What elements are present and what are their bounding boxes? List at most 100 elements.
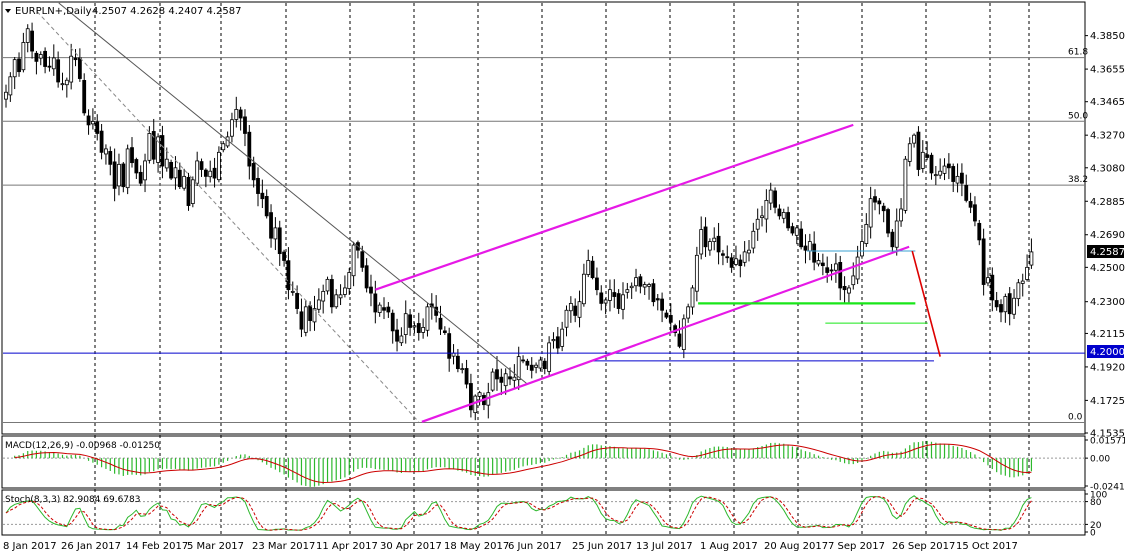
candle-body [634, 277, 638, 287]
candle-body [595, 277, 599, 291]
candle-body [886, 209, 890, 234]
candle-body [199, 161, 204, 170]
dropdown-arrow-icon[interactable] [5, 9, 11, 13]
candle-body [964, 185, 969, 201]
candle-body [564, 309, 569, 328]
fib-level-label: 61.8 [1068, 48, 1088, 58]
candle-body [621, 294, 625, 310]
candle-body [686, 306, 691, 319]
candle-body [907, 143, 912, 162]
candle-body [447, 333, 452, 359]
candle-body [190, 179, 195, 204]
candle-body [799, 228, 804, 248]
candle-body [916, 131, 921, 170]
candle-body [894, 220, 899, 248]
candle-body [807, 241, 812, 252]
candle-body [277, 227, 282, 255]
candle-body [412, 325, 417, 328]
candle-body [117, 163, 121, 187]
candle-body [742, 251, 747, 263]
candle-body [238, 109, 243, 119]
candle-body [820, 262, 825, 267]
macd-signal-line [14, 443, 1032, 484]
stoch-k-line [5, 495, 1032, 531]
candle-body [612, 292, 617, 297]
candle-body [642, 284, 647, 288]
candle-body [590, 260, 595, 279]
candle-body [490, 371, 495, 391]
candle-body [143, 160, 147, 181]
candle-body [408, 314, 412, 328]
candle-body [542, 360, 547, 370]
candle-body [790, 226, 795, 234]
candle-body [734, 258, 738, 265]
candle-body [973, 204, 977, 222]
x-tick-label: 14 Feb 2017 [126, 541, 188, 552]
y-tick-label: 4.2690 [1090, 230, 1125, 241]
stoch-tick-label: 100 [1090, 491, 1107, 501]
candle-body [986, 277, 990, 284]
candle-body [933, 174, 938, 177]
candle-body [977, 222, 982, 241]
candle-body [712, 237, 717, 242]
candle-body [503, 373, 508, 387]
candle-body [942, 165, 947, 174]
candle-body [903, 158, 908, 211]
candle-body [308, 305, 313, 321]
candle-body [56, 59, 61, 83]
candle-body [616, 293, 621, 309]
candle-body [929, 154, 934, 174]
candle-body [833, 263, 838, 271]
forecast-arrow-line [911, 250, 941, 357]
y-tick-label: 4.2885 [1090, 197, 1125, 208]
candle-body [177, 169, 182, 188]
candle-body [573, 305, 578, 316]
candle-body [473, 395, 478, 414]
candle-body [555, 336, 560, 349]
candle-body [347, 272, 352, 290]
candle-body [699, 229, 704, 255]
y-tick-label: 4.2115 [1090, 329, 1125, 340]
y-tick-label: 4.3080 [1090, 163, 1125, 174]
candlesticks [4, 22, 1034, 421]
candle-body [421, 327, 426, 333]
grid-lines [94, 3, 1030, 535]
candle-body [968, 201, 973, 208]
candle-body [581, 273, 586, 305]
candle-body [260, 192, 265, 200]
candle-body [773, 190, 777, 208]
candle-body [660, 298, 664, 311]
candle-body [104, 148, 108, 155]
candle-body [282, 251, 286, 261]
candle-body [638, 276, 643, 287]
candle-body [108, 151, 113, 165]
candle-body [247, 131, 252, 167]
candle-body [21, 42, 26, 71]
candle-body [707, 241, 712, 251]
fib-level-label: 38.2 [1068, 175, 1088, 185]
x-tick-label: 26 Sep 2017 [892, 541, 955, 552]
candle-body [455, 355, 460, 370]
candle-body [690, 287, 695, 308]
candle-body [303, 306, 308, 333]
candle-body [221, 143, 226, 151]
candle-body [925, 154, 930, 158]
candle-body [655, 298, 660, 301]
candle-body [338, 294, 343, 299]
candle-body [469, 383, 473, 411]
candle-body [851, 275, 856, 286]
x-tick-label: 30 Apr 2017 [380, 541, 442, 552]
candle-body [438, 317, 443, 330]
candle-body [212, 167, 217, 179]
downtrend-line [58, 2, 528, 385]
candle-body [873, 196, 877, 203]
candle-body [321, 290, 326, 302]
candle-body [1016, 282, 1021, 300]
candle-body [725, 256, 730, 259]
stoch-tick-label: 20 [1090, 521, 1102, 531]
candle-body [951, 166, 956, 182]
candle-body [217, 151, 221, 181]
level-label: 4.2000 [1090, 347, 1125, 358]
candle-body [269, 212, 273, 239]
candle-body [847, 287, 851, 294]
